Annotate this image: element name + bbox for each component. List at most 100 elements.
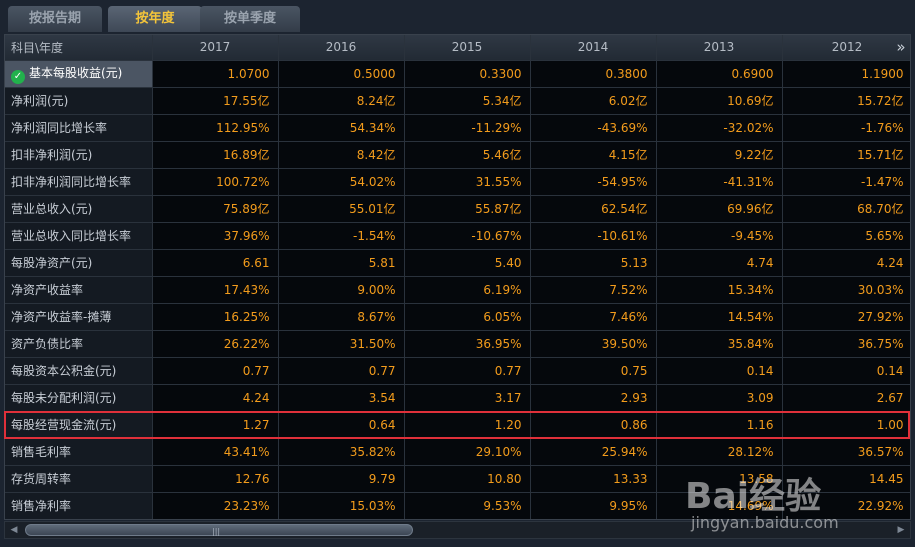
value-cell: 0.6900 xyxy=(656,60,783,88)
value-cell: 10.69亿 xyxy=(656,87,783,115)
table-row[interactable]: 营业总收入同比增长率 37.96% -1.54% -10.67% -10.61% -9.4… xyxy=(5,222,910,250)
row-label: 扣非净利润(元) xyxy=(11,148,93,162)
row-label: 存货周转率 xyxy=(11,472,72,486)
value-cell: 27.92% xyxy=(782,303,910,331)
value-cell: 0.14 xyxy=(782,357,910,385)
table-row[interactable]: 销售毛利率 43.41% 35.82% 29.10% 25.94% 28.12% 36.57… xyxy=(5,438,910,466)
value-cell: 1.1900 xyxy=(782,60,910,88)
year-header[interactable]: 2016 xyxy=(278,35,405,61)
table-row[interactable]: 每股经营现金流(元) 1.27 0.64 1.20 0.86 1.16 1.00 xyxy=(5,411,910,439)
value-cell: 3.17 xyxy=(404,384,531,412)
value-cell: 15.03% xyxy=(278,492,405,519)
value-cell: 36.57% xyxy=(782,438,910,466)
value-cell: 55.01亿 xyxy=(278,195,405,223)
value-cell: 0.3300 xyxy=(404,60,531,88)
tab-by-year[interactable]: 按年度 xyxy=(108,6,202,32)
table-row[interactable]: 存货周转率 12.76 9.79 10.80 13.33 13.58 14.45 xyxy=(5,465,910,493)
row-label-cell: 存货周转率 xyxy=(5,465,153,493)
year-header[interactable]: 2014 xyxy=(530,35,657,61)
value-cell: 14.69% xyxy=(656,492,783,519)
value-cell: 9.79 xyxy=(278,465,405,493)
value-cell: 5.46亿 xyxy=(404,141,531,169)
value-cell: 37.96% xyxy=(152,222,279,250)
value-cell: 100.72% xyxy=(152,168,279,196)
year-header[interactable]: 2012 » xyxy=(782,35,910,61)
table-row[interactable]: 营业总收入(元) 75.89亿 55.01亿 55.87亿 62.54亿 69.96亿 68… xyxy=(5,195,910,223)
value-cell: 36.95% xyxy=(404,330,531,358)
tab-bar: 按报告期 按年度 按单季度 xyxy=(0,0,915,34)
value-cell: 68.70亿 xyxy=(782,195,910,223)
table-row[interactable]: ✓ 基本每股收益(元) 1.0700 0.5000 0.3300 0.3800 0.6900… xyxy=(5,60,910,88)
table-row[interactable]: 扣非净利润同比增长率 100.72% 54.02% 31.55% -54.95% -41.… xyxy=(5,168,910,196)
row-label: 营业总收入(元) xyxy=(11,202,93,216)
row-label: 扣非净利润同比增长率 xyxy=(11,175,132,189)
value-cell: -1.47% xyxy=(782,168,910,196)
value-cell: 25.94% xyxy=(530,438,657,466)
value-cell: 35.82% xyxy=(278,438,405,466)
row-label-cell: 净利润同比增长率 xyxy=(5,114,153,142)
value-cell: 1.00 xyxy=(782,411,910,439)
value-cell: -1.54% xyxy=(278,222,405,250)
row-label-cell: 每股未分配利润(元) xyxy=(5,384,153,412)
table-row[interactable]: 每股资本公积金(元) 0.77 0.77 0.77 0.75 0.14 0.14 xyxy=(5,357,910,385)
year-header[interactable]: 2015 xyxy=(404,35,531,61)
value-cell: 43.41% xyxy=(152,438,279,466)
year-header[interactable]: 2013 xyxy=(656,35,783,61)
value-cell: 12.76 xyxy=(152,465,279,493)
row-label-cell: 每股资本公积金(元) xyxy=(5,357,153,385)
row-label: 每股资本公积金(元) xyxy=(11,364,117,378)
table-row[interactable]: 净资产收益率 17.43% 9.00% 6.19% 7.52% 15.34% 30.03% xyxy=(5,276,910,304)
row-label-cell: 营业总收入同比增长率 xyxy=(5,222,153,250)
table-row[interactable]: 销售净利率 23.23% 15.03% 9.53% 9.95% 14.69% 22.92% xyxy=(5,492,910,519)
value-cell: -11.29% xyxy=(404,114,531,142)
table-row[interactable]: 每股未分配利润(元) 4.24 3.54 3.17 2.93 3.09 2.67 xyxy=(5,384,910,412)
tab-by-quarter[interactable]: 按单季度 xyxy=(200,6,300,32)
value-cell: 30.03% xyxy=(782,276,910,304)
value-cell: 0.75 xyxy=(530,357,657,385)
value-cell: 8.42亿 xyxy=(278,141,405,169)
value-cell: 0.5000 xyxy=(278,60,405,88)
row-label-cell: 资产负债比率 xyxy=(5,330,153,358)
value-cell: 15.34% xyxy=(656,276,783,304)
year-header[interactable]: 2017 xyxy=(152,35,279,61)
value-cell: 29.10% xyxy=(404,438,531,466)
value-cell: 54.02% xyxy=(278,168,405,196)
scroll-right-arrow-icon[interactable]: ▶ xyxy=(897,525,905,535)
value-cell: 5.40 xyxy=(404,249,531,277)
corner-header: 科目\年度 xyxy=(5,35,153,61)
tab-by-report-period[interactable]: 按报告期 xyxy=(8,6,102,32)
table-row[interactable]: 扣非净利润(元) 16.89亿 8.42亿 5.46亿 4.15亿 9.22亿 15.71亿 xyxy=(5,141,910,169)
table-row[interactable]: 净利润(元) 17.55亿 8.24亿 5.34亿 6.02亿 10.69亿 15.72亿 xyxy=(5,87,910,115)
horizontal-scrollbar[interactable]: ◀ ||| ▶ xyxy=(4,521,911,539)
value-cell: 8.67% xyxy=(278,303,405,331)
value-cell: 5.81 xyxy=(278,249,405,277)
value-cell: 1.0700 xyxy=(152,60,279,88)
value-cell: 6.05% xyxy=(404,303,531,331)
value-cell: 4.15亿 xyxy=(530,141,657,169)
value-cell: -1.76% xyxy=(782,114,910,142)
scroll-left-arrow-icon[interactable]: ◀ xyxy=(10,525,18,535)
value-cell: 14.54% xyxy=(656,303,783,331)
table-row[interactable]: 资产负债比率 26.22% 31.50% 36.95% 39.50% 35.84% 36.7… xyxy=(5,330,910,358)
check-icon: ✓ xyxy=(11,69,25,84)
row-label-cell: 营业总收入(元) xyxy=(5,195,153,223)
year-header-label: 2012 xyxy=(831,40,863,55)
value-cell: 54.34% xyxy=(278,114,405,142)
row-label-cell: 销售净利率 xyxy=(5,492,153,519)
value-cell: 26.22% xyxy=(152,330,279,358)
value-cell: 17.43% xyxy=(152,276,279,304)
value-cell: 6.19% xyxy=(404,276,531,304)
value-cell: 3.54 xyxy=(278,384,405,412)
value-cell: 4.74 xyxy=(656,249,783,277)
scrollbar-thumb[interactable]: ||| xyxy=(25,524,413,536)
financial-data-grid: 科目\年度 2017 2016 2015 2014 2013 2012 » ✓ 基本… xyxy=(4,34,911,520)
value-cell: 5.13 xyxy=(530,249,657,277)
value-cell: 13.58 xyxy=(656,465,783,493)
table-row[interactable]: 净资产收益率-摊薄 16.25% 8.67% 6.05% 7.46% 14.54% 27.9… xyxy=(5,303,910,331)
table-row[interactable]: 净利润同比增长率 112.95% 54.34% -11.29% -43.69% -32.0… xyxy=(5,114,910,142)
value-cell: 0.77 xyxy=(152,357,279,385)
next-page-icon[interactable]: » xyxy=(896,38,906,56)
table-row[interactable]: 每股净资产(元) 6.61 5.81 5.40 5.13 4.74 4.24 xyxy=(5,249,910,277)
row-label: 营业总收入同比增长率 xyxy=(11,229,132,243)
value-cell: 4.24 xyxy=(782,249,910,277)
